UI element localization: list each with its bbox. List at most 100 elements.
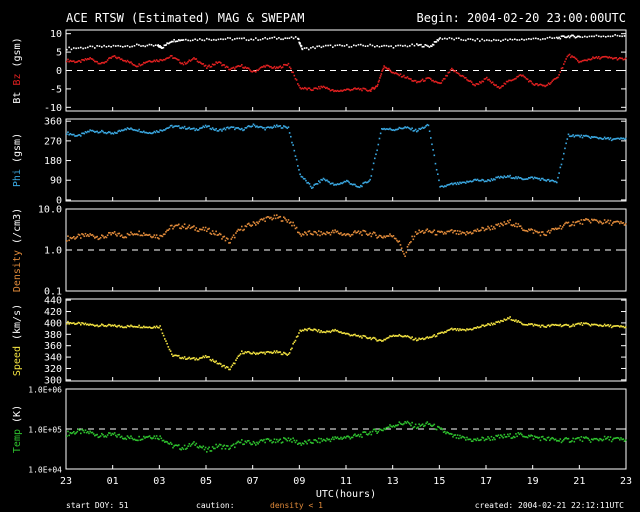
- data-point: [178, 354, 180, 357]
- data-point: [68, 434, 70, 437]
- data-point: [428, 46, 431, 48]
- data-point: [616, 436, 619, 439]
- data-point: [614, 57, 616, 59]
- data-point: [155, 130, 158, 132]
- data-point: [525, 229, 528, 232]
- data-point: [595, 219, 598, 222]
- data-point: [103, 131, 105, 134]
- data-point: [80, 61, 82, 63]
- data-point: [444, 37, 446, 40]
- data-point: [270, 216, 272, 219]
- data-point: [377, 81, 380, 83]
- data-point: [511, 437, 514, 439]
- data-point: [80, 237, 82, 239]
- data-point: [433, 41, 436, 43]
- data-point: [461, 231, 464, 234]
- data-point: [98, 436, 101, 438]
- data-point: [327, 180, 329, 183]
- data-point: [571, 135, 573, 137]
- data-point: [273, 36, 276, 38]
- data-point: [97, 238, 100, 241]
- data-point: [391, 426, 394, 428]
- data-point: [621, 438, 623, 441]
- data-point: [445, 74, 447, 77]
- data-point: [362, 87, 364, 90]
- data-point: [613, 221, 615, 223]
- data-point: [217, 234, 220, 236]
- data-point: [609, 56, 612, 59]
- data-point: [335, 90, 338, 93]
- data-point: [312, 233, 314, 236]
- data-point: [123, 438, 125, 440]
- data-point: [123, 326, 125, 329]
- data-point: [624, 137, 627, 140]
- data-point: [223, 127, 226, 130]
- data-point: [549, 83, 551, 85]
- data-point: [252, 440, 255, 443]
- data-point: [512, 319, 515, 322]
- data-point: [434, 428, 437, 430]
- data-point: [580, 322, 583, 324]
- data-point: [388, 426, 390, 428]
- data-point: [406, 246, 409, 248]
- data-point: [272, 217, 275, 220]
- data-point: [573, 325, 576, 327]
- data-point: [502, 224, 504, 227]
- data-point: [288, 66, 291, 68]
- data-point: [351, 88, 354, 91]
- data-point: [67, 58, 69, 61]
- data-point: [498, 321, 501, 324]
- data-point: [179, 127, 181, 129]
- data-point: [80, 46, 82, 49]
- data-point: [581, 136, 584, 139]
- data-point: [74, 135, 76, 137]
- data-point: [304, 86, 306, 89]
- data-point: [448, 37, 451, 39]
- data-point: [624, 223, 627, 225]
- data-point: [532, 177, 535, 180]
- data-point: [256, 69, 258, 71]
- data-point: [369, 43, 371, 46]
- data-point: [302, 442, 305, 445]
- data-point: [546, 84, 549, 86]
- data-point: [231, 39, 234, 41]
- data-point: [558, 172, 560, 174]
- data-point: [333, 330, 335, 332]
- data-point: [122, 46, 124, 48]
- data-point: [155, 234, 158, 236]
- data-point: [90, 431, 93, 434]
- data-point: [193, 57, 195, 59]
- data-point: [367, 433, 369, 436]
- data-point: [610, 326, 613, 329]
- data-point: [160, 46, 162, 48]
- data-point: [374, 428, 376, 431]
- data-point: [577, 220, 579, 223]
- data-point: [557, 227, 559, 230]
- data-point: [203, 356, 206, 359]
- data-point: [257, 353, 259, 355]
- data-point: [348, 233, 350, 236]
- data-point: [396, 424, 398, 427]
- data-point: [80, 323, 82, 326]
- data-point: [468, 438, 471, 441]
- data-point: [526, 78, 529, 81]
- data-point: [452, 328, 454, 331]
- data-point: [137, 326, 139, 328]
- data-point: [481, 226, 483, 229]
- data-point: [299, 86, 301, 89]
- data-point: [265, 126, 268, 129]
- data-point: [303, 47, 306, 49]
- data-point: [169, 41, 171, 44]
- data-point: [512, 435, 515, 438]
- data-point: [607, 35, 609, 38]
- data-point: [389, 424, 391, 426]
- data-point: [147, 60, 150, 63]
- data-point: [395, 424, 397, 427]
- data-point: [483, 180, 486, 183]
- data-point: [523, 323, 525, 326]
- data-point: [535, 83, 537, 85]
- data-point: [368, 432, 370, 435]
- data-point: [105, 236, 108, 239]
- data-point: [123, 236, 125, 239]
